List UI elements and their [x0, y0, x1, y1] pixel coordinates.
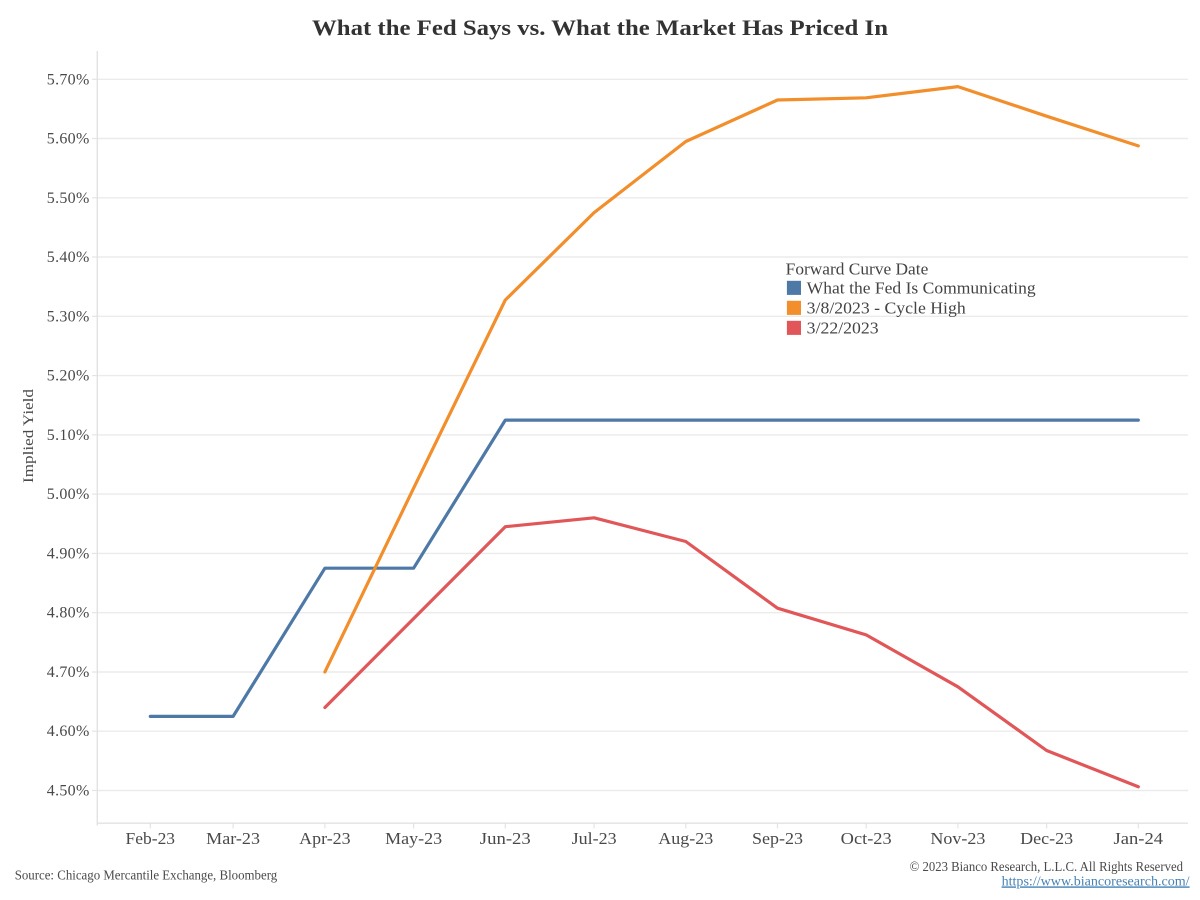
svg-text:5.50%: 5.50% — [47, 190, 90, 207]
svg-text:4.50%: 4.50% — [47, 783, 90, 800]
svg-text:Jan-24: Jan-24 — [1114, 829, 1164, 848]
svg-text:Sep-23: Sep-23 — [752, 829, 803, 848]
svg-text:5.30%: 5.30% — [47, 308, 90, 325]
svg-text:Mar-23: Mar-23 — [206, 829, 260, 848]
svg-text:What the Fed Is Communicating: What the Fed Is Communicating — [807, 278, 1037, 297]
svg-text:4.80%: 4.80% — [47, 605, 90, 622]
svg-text:Aug-23: Aug-23 — [658, 829, 713, 848]
svg-text:4.70%: 4.70% — [47, 664, 90, 681]
svg-text:https://www.biancoresearch.com: https://www.biancoresearch.com/ — [1002, 874, 1190, 889]
svg-text:Oct-23: Oct-23 — [841, 829, 892, 848]
svg-text:5.20%: 5.20% — [47, 368, 90, 385]
svg-text:Apr-23: Apr-23 — [299, 829, 351, 848]
svg-text:5.10%: 5.10% — [47, 427, 90, 444]
svg-text:3/22/2023: 3/22/2023 — [807, 318, 879, 337]
svg-text:© 2023 Bianco Research, L.L.C.: © 2023 Bianco Research, L.L.C. All Right… — [910, 859, 1184, 874]
svg-text:4.90%: 4.90% — [47, 545, 90, 562]
svg-text:Feb-23: Feb-23 — [126, 829, 176, 848]
svg-text:Source: Chicago Mercantile Exc: Source: Chicago Mercantile Exchange, Blo… — [15, 869, 278, 884]
svg-text:May-23: May-23 — [385, 829, 442, 848]
svg-text:5.70%: 5.70% — [47, 71, 90, 88]
svg-text:5.40%: 5.40% — [47, 249, 90, 266]
svg-text:3/8/2023 - Cycle High: 3/8/2023 - Cycle High — [807, 298, 967, 317]
svg-text:Jul-23: Jul-23 — [572, 829, 617, 848]
svg-text:Implied Yield: Implied Yield — [21, 388, 37, 483]
svg-text:Jun-23: Jun-23 — [480, 829, 531, 848]
svg-text:Forward Curve Date: Forward Curve Date — [786, 260, 929, 279]
svg-text:5.00%: 5.00% — [47, 486, 90, 503]
svg-text:What the Fed Says vs. What the: What the Fed Says vs. What the Market Ha… — [312, 15, 888, 40]
svg-text:5.60%: 5.60% — [47, 131, 90, 148]
svg-text:Dec-23: Dec-23 — [1020, 829, 1073, 848]
svg-text:4.60%: 4.60% — [47, 723, 90, 740]
svg-text:Nov-23: Nov-23 — [930, 829, 985, 848]
